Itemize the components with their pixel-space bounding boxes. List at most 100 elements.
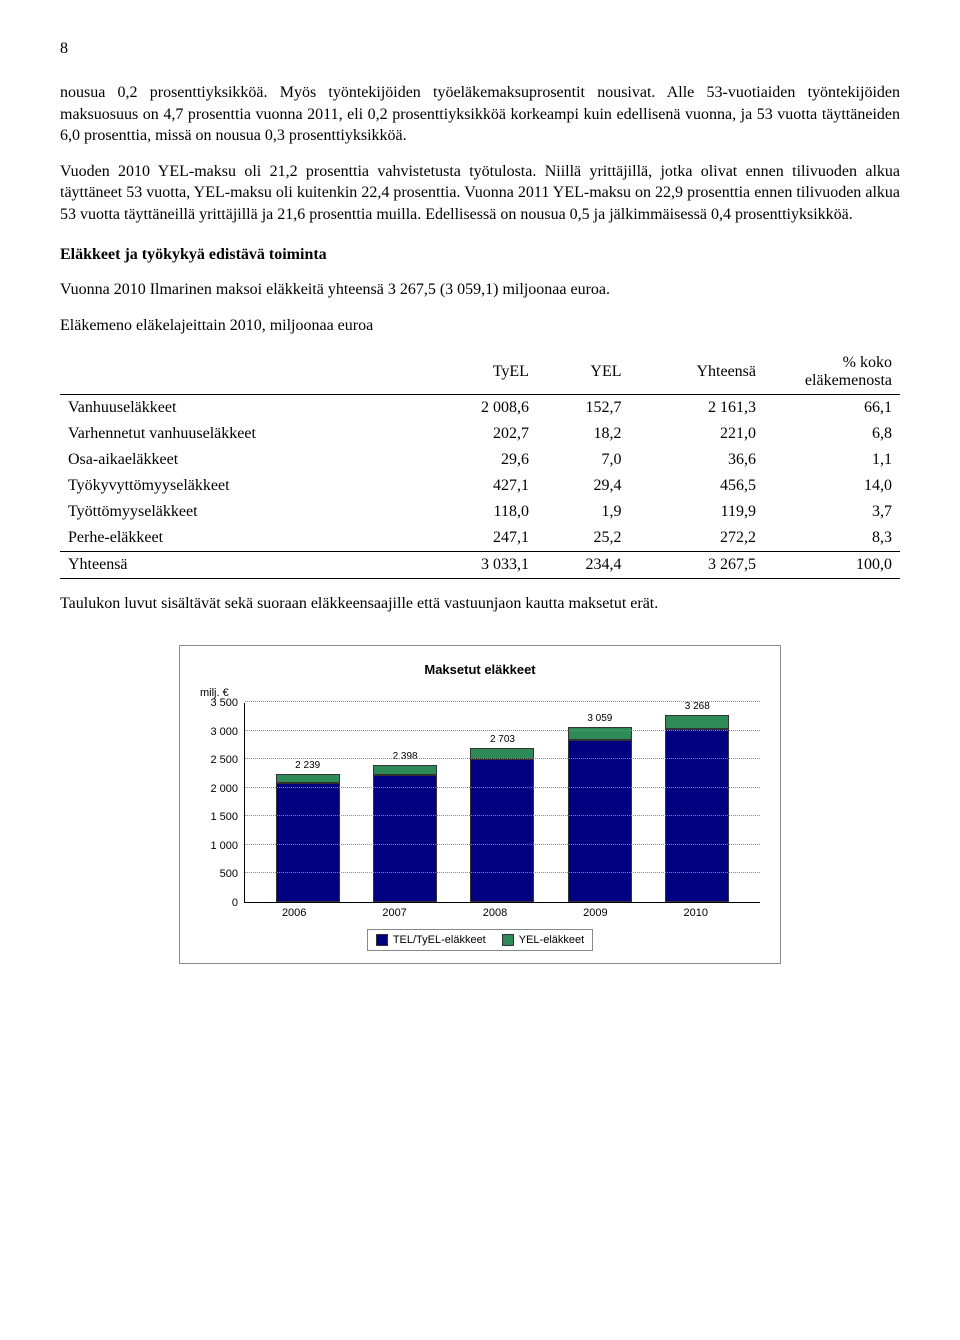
table-cell: Vanhuuseläkkeet (60, 395, 423, 422)
table-cell: 8,3 (764, 525, 900, 552)
ytick-label: 1 500 (210, 811, 238, 823)
table-cell: 456,5 (630, 473, 764, 499)
table-row: Työttömyyseläkkeet 118,0 1,9 119,9 3,7 (60, 499, 900, 525)
bar-group: 2 703 (470, 748, 534, 902)
gridline (245, 844, 760, 845)
table-cell: 1,1 (764, 447, 900, 473)
bar-segment (276, 774, 340, 783)
table-cell: 3 267,5 (630, 552, 764, 579)
ytick-label: 3 000 (210, 726, 238, 738)
table-cell: 152,7 (537, 395, 630, 422)
pension-table: TyEL YEL Yhteensä % koko eläkemenosta Va… (60, 350, 900, 579)
gridline (245, 815, 760, 816)
bar-segment (373, 765, 437, 775)
paragraph-4: Eläkemeno eläkelajeittain 2010, miljoona… (60, 315, 900, 337)
table-cell: 14,0 (764, 473, 900, 499)
table-header-cell (60, 350, 423, 395)
bar-segment (665, 715, 729, 728)
table-cell: 6,8 (764, 421, 900, 447)
table-cell: 221,0 (630, 421, 764, 447)
ytick-label: 2 500 (210, 754, 238, 766)
chart-title: Maksetut eläkkeet (200, 662, 760, 677)
table-cell: 36,6 (630, 447, 764, 473)
bar-segment (470, 748, 534, 759)
gridline (245, 872, 760, 873)
table-cell: 18,2 (537, 421, 630, 447)
table-cell: 119,9 (630, 499, 764, 525)
bar-total-label: 3 268 (685, 701, 710, 712)
bar-segment (373, 775, 437, 902)
bar-group: 3 268 (665, 715, 729, 902)
table-cell: 202,7 (423, 421, 537, 447)
chart-yaxis: 05001 0001 5002 0002 5003 0003 500 (200, 703, 244, 903)
table-cell: 7,0 (537, 447, 630, 473)
table-cell: 272,2 (630, 525, 764, 552)
table-cell: 3,7 (764, 499, 900, 525)
table-cell: 3 033,1 (423, 552, 537, 579)
gridline (245, 730, 760, 731)
table-cell: 427,1 (423, 473, 537, 499)
table-row: Perhe-eläkkeet 247,1 25,2 272,2 8,3 (60, 525, 900, 552)
paragraph-5: Taulukon luvut sisältävät sekä suoraan e… (60, 593, 900, 615)
bar-total-label: 2 239 (295, 760, 320, 771)
legend-label: TEL/TyEL-eläkkeet (393, 934, 486, 946)
table-cell: 1,9 (537, 499, 630, 525)
table-header-row: TyEL YEL Yhteensä % koko eläkemenosta (60, 350, 900, 395)
table-row: Vanhuuseläkkeet 2 008,6 152,7 2 161,3 66… (60, 395, 900, 422)
gridline (245, 758, 760, 759)
ytick-label: 500 (220, 868, 238, 880)
section-heading: Eläkkeet ja työkykyä edistävä toiminta (60, 244, 900, 266)
table-cell: 66,1 (764, 395, 900, 422)
table-cell: Varhennetut vanhuuseläkkeet (60, 421, 423, 447)
chart-xaxis: 20062007200820092010 (200, 903, 760, 919)
bar-segment (470, 759, 534, 902)
legend-item: YEL-eläkkeet (502, 934, 584, 946)
paragraph-1: nousua 0,2 prosenttiyksikköä. Myös työnt… (60, 82, 900, 147)
bar-group: 2 239 (276, 774, 340, 902)
table-cell: Osa-aikaeläkkeet (60, 447, 423, 473)
chart-area: 05001 0001 5002 0002 5003 0003 500 2 239… (200, 703, 760, 903)
table-cell: 25,2 (537, 525, 630, 552)
ytick-label: 0 (232, 897, 238, 909)
bar-stack (373, 765, 437, 902)
gridline (245, 787, 760, 788)
bar-stack (276, 774, 340, 902)
xtick-label: 2006 (262, 907, 326, 919)
gridline (245, 701, 760, 702)
table-cell: 234,4 (537, 552, 630, 579)
table-header-cell: Yhteensä (630, 350, 764, 395)
table-cell: 247,1 (423, 525, 537, 552)
legend-swatch (376, 934, 388, 946)
bar-stack (470, 748, 534, 902)
legend-item: TEL/TyEL-eläkkeet (376, 934, 486, 946)
table-cell: Työttömyyseläkkeet (60, 499, 423, 525)
xtick-label: 2009 (563, 907, 627, 919)
table-row: Varhennetut vanhuuseläkkeet 202,7 18,2 2… (60, 421, 900, 447)
paragraph-2: Vuoden 2010 YEL-maksu oli 21,2 prosentti… (60, 161, 900, 226)
table-header-cell: TyEL (423, 350, 537, 395)
table-cell: 29,4 (537, 473, 630, 499)
table-row: Osa-aikaeläkkeet 29,6 7,0 36,6 1,1 (60, 447, 900, 473)
bar-stack (665, 715, 729, 902)
ytick-label: 1 000 (210, 840, 238, 852)
chart-legend: TEL/TyEL-eläkkeet YEL-eläkkeet (367, 929, 593, 951)
xtick-label: 2010 (664, 907, 728, 919)
bar-total-label: 2 398 (393, 751, 418, 762)
table-cell: 2 161,3 (630, 395, 764, 422)
bar-total-label: 3 059 (587, 713, 612, 724)
table-cell: 100,0 (764, 552, 900, 579)
chart-ylabel: milj. € (200, 687, 760, 699)
table-cell: Työkyvyttömyyseläkkeet (60, 473, 423, 499)
legend-swatch (502, 934, 514, 946)
bar-segment (568, 740, 632, 902)
bar-total-label: 2 703 (490, 734, 515, 745)
table-cell: Yhteensä (60, 552, 423, 579)
ytick-label: 3 500 (210, 697, 238, 709)
table-row: Työkyvyttömyyseläkkeet 427,1 29,4 456,5 … (60, 473, 900, 499)
legend-label: YEL-eläkkeet (519, 934, 584, 946)
paragraph-3: Vuonna 2010 Ilmarinen maksoi eläkkeitä y… (60, 279, 900, 301)
table-cell: 29,6 (423, 447, 537, 473)
table-cell: 118,0 (423, 499, 537, 525)
table-cell: 2 008,6 (423, 395, 537, 422)
table-total-row: Yhteensä 3 033,1 234,4 3 267,5 100,0 (60, 552, 900, 579)
